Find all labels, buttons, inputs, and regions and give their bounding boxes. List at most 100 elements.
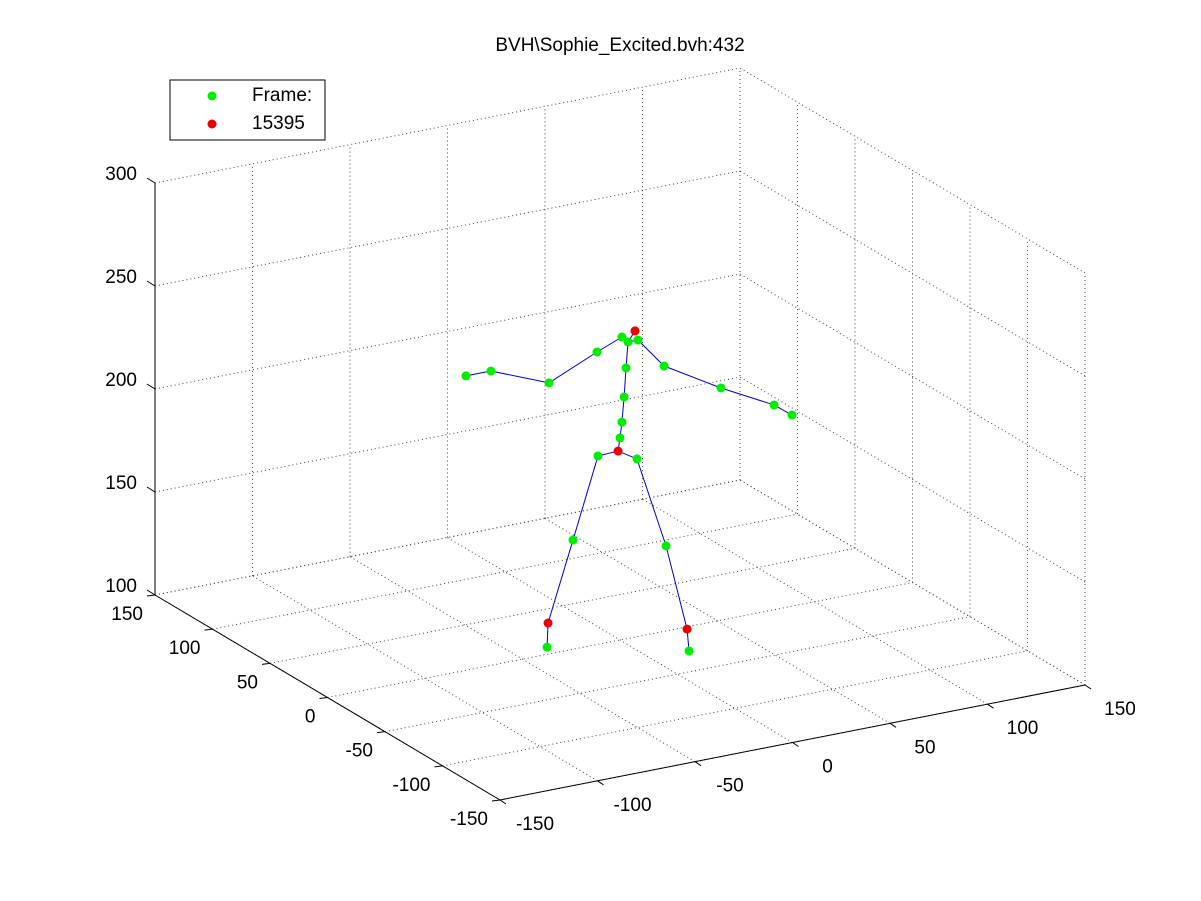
bone <box>663 365 722 389</box>
joint-point <box>769 400 779 410</box>
legend-label: Frame: <box>252 85 312 106</box>
grid-line <box>154 479 741 596</box>
y-tick <box>319 697 328 699</box>
joint-point <box>461 371 471 381</box>
y-tick <box>376 731 386 734</box>
z-tick <box>146 589 156 596</box>
joint-point <box>568 535 578 545</box>
grid-line <box>739 273 1086 480</box>
x-tick <box>889 722 897 728</box>
joint-point <box>716 383 726 393</box>
y-tick <box>204 628 213 631</box>
grid-line <box>154 273 741 390</box>
y-tick <box>146 594 156 597</box>
bone <box>547 539 574 624</box>
y-tick-label: 0 <box>305 707 316 728</box>
grid-line <box>739 479 1086 686</box>
x-tick <box>694 761 702 767</box>
grid-line <box>447 537 793 743</box>
x-tick-label: -50 <box>716 776 743 797</box>
grid-line <box>384 616 971 733</box>
z-tick-label: 250 <box>105 267 137 288</box>
grid-line <box>739 376 1086 583</box>
y-tick <box>261 662 271 665</box>
z-tick <box>146 486 156 493</box>
z-tick-label: 300 <box>105 164 137 185</box>
x-tick-label: -100 <box>613 795 651 816</box>
y-tick <box>434 765 443 768</box>
joint-point <box>623 337 633 347</box>
y-tick-label: -100 <box>392 775 430 796</box>
grid-line <box>212 513 798 630</box>
grid-line <box>544 517 891 724</box>
legend-marker <box>207 91 217 101</box>
grid-line <box>154 170 741 287</box>
joint-point <box>544 378 554 388</box>
joint-point <box>659 361 669 371</box>
joint-point <box>661 541 671 551</box>
bone <box>720 387 775 406</box>
bone <box>572 455 599 541</box>
joint-point <box>682 624 692 634</box>
y-tick-label: 150 <box>111 604 143 625</box>
legend-label: 15395 <box>252 113 305 134</box>
x-tick-label: 150 <box>1104 699 1136 720</box>
grid-line <box>739 67 1086 274</box>
z-tick <box>146 280 156 287</box>
grid-line <box>154 67 741 184</box>
joint-point <box>684 646 694 656</box>
chart-title: BVH\Sophie_Excited.bvh:432 <box>495 35 744 56</box>
grid-line <box>154 376 741 493</box>
y-tick-label: 100 <box>169 638 201 659</box>
x-tick-label: 0 <box>822 757 833 778</box>
legend-box <box>169 79 326 141</box>
grid-line <box>442 650 1028 767</box>
joint-point <box>633 335 643 345</box>
joint-point <box>486 366 496 376</box>
y-tick-label: 50 <box>237 672 258 693</box>
z-tick <box>146 383 156 390</box>
grid-line <box>269 547 856 664</box>
z-tick-label: 150 <box>105 473 137 494</box>
x-tick-label: 100 <box>1007 718 1039 739</box>
joint-point <box>613 446 623 456</box>
grid-line <box>327 582 913 698</box>
bone <box>665 545 688 630</box>
joint-point <box>593 451 603 461</box>
joint-point <box>592 347 602 357</box>
joint-point <box>619 392 629 402</box>
joint-point <box>621 363 631 373</box>
x-tick <box>1084 684 1092 690</box>
bone <box>490 370 550 384</box>
y-tick-label: -150 <box>450 809 488 830</box>
joint-point <box>787 410 797 420</box>
x-tick-label: 50 <box>914 737 935 758</box>
joint-point <box>615 433 625 443</box>
joint-point <box>542 642 552 652</box>
x-tick <box>792 742 799 747</box>
bone <box>623 367 627 397</box>
bone <box>636 458 667 547</box>
z-tick-label: 200 <box>105 370 137 391</box>
legend-marker <box>207 119 217 129</box>
joint-point <box>630 326 640 336</box>
z-tick-label: 100 <box>105 576 137 597</box>
bone <box>596 336 623 353</box>
joint-point <box>617 417 627 427</box>
z-tick <box>146 177 156 184</box>
grid-line <box>349 556 696 763</box>
joint-point <box>543 618 553 628</box>
grid-line <box>252 575 598 782</box>
y-tick-label: -50 <box>346 741 373 762</box>
joint-point <box>632 454 642 464</box>
x-tick <box>499 799 507 805</box>
x-tick-label: -150 <box>516 814 554 835</box>
x-tick <box>597 780 604 786</box>
grid-line <box>739 170 1086 377</box>
y-tick <box>491 799 501 802</box>
bone <box>548 351 598 384</box>
x-tick <box>987 703 994 709</box>
bone <box>637 339 665 367</box>
